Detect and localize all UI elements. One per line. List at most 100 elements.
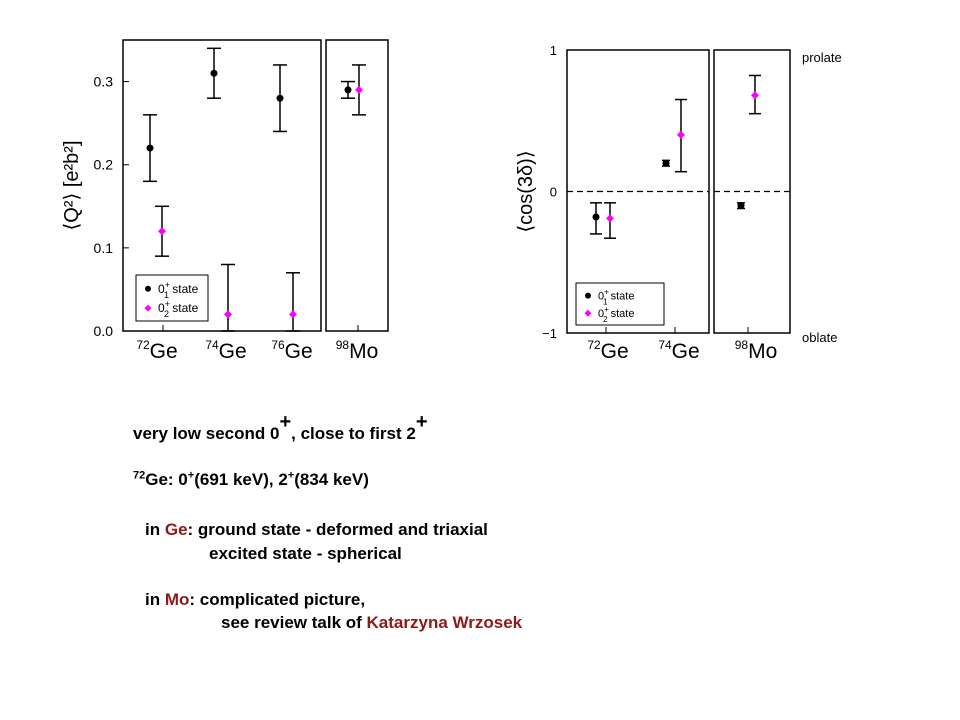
y-tick-label: 0.0 — [94, 323, 114, 339]
text-line2-b: (691 keV), 2 — [194, 470, 288, 489]
element-symbol: Ge — [150, 340, 178, 363]
data-point-state1 — [146, 144, 154, 152]
sup-plus: + — [287, 469, 295, 482]
legend-label: 0+ 2 state — [598, 305, 634, 324]
data-point-state2 — [158, 227, 166, 236]
author-name: Katarzyna Wrzosek — [366, 613, 523, 632]
y-tick-label: 0.3 — [94, 74, 114, 90]
text-mo-review: see review talk of Katarzyna Wrzosek — [221, 613, 522, 633]
text-in: in — [145, 520, 165, 539]
category-label: 74Ge — [658, 338, 699, 363]
q2-chart: 0.00.10.20.3⟨Q²⟩ [e²b²]72Ge 74Ge 76Ge 98Mo0… — [61, 39, 389, 363]
y-tick-label: 0 — [550, 185, 557, 200]
element-symbol: Ge — [601, 340, 629, 363]
text-in: in — [145, 590, 165, 609]
category-label: 72Ge — [587, 338, 628, 363]
text-line2-a: Ge: 0 — [145, 470, 188, 489]
text-ge-rest: : ground state - deformed and triaxial — [187, 520, 488, 539]
element-symbol: Ge — [219, 340, 247, 363]
data-point-state2 — [224, 310, 232, 319]
category-label: 72Ge — [136, 338, 177, 363]
sup-plus: + — [187, 469, 195, 482]
text-line2-c: (834 keV) — [294, 470, 369, 489]
legend-plus: + — [604, 305, 609, 314]
legend-marker-state1 — [145, 285, 151, 292]
prolate-label: prolate — [802, 50, 842, 65]
legend-plus: + — [165, 299, 170, 309]
text-line-low-second: very low second 0+, close to first 2+ — [133, 412, 428, 444]
text-line1-a: very low second 0 — [133, 424, 280, 443]
mass-number: 72 — [136, 338, 150, 352]
sup-plus: + — [415, 411, 428, 434]
legend-zero: 0 — [598, 308, 604, 320]
oblate-label: oblate — [802, 330, 837, 345]
legend-zero: 0 — [158, 301, 165, 315]
legend-marker-state1 — [585, 292, 591, 299]
legend-sub: 2 — [164, 309, 169, 319]
category-label: 76Ge — [271, 338, 312, 363]
y-tick-label: 0.1 — [94, 240, 114, 256]
highlight-mo: Mo — [164, 590, 190, 609]
text-mo-rest: : complicated picture, — [189, 590, 366, 609]
text-ge-excited: excited state - spherical — [209, 544, 402, 564]
data-point-state1 — [210, 69, 218, 77]
element-symbol: Mo — [349, 340, 378, 363]
mass-number: 74 — [658, 338, 672, 352]
data-point-state2 — [677, 130, 685, 139]
data-point-state2 — [606, 214, 614, 223]
legend-text: state — [169, 282, 199, 296]
text-review: see review talk of — [221, 613, 367, 632]
data-point-state1 — [276, 94, 284, 102]
data-point-state1 — [344, 86, 352, 94]
sup-plus: + — [279, 411, 292, 434]
legend-box — [575, 282, 665, 326]
mass-number: 72 — [133, 469, 146, 482]
category-label: 98Mo — [336, 338, 379, 363]
legend-zero: 0 — [158, 282, 165, 296]
data-point-state2 — [289, 310, 297, 319]
mass-number: 72 — [587, 338, 601, 352]
legend-plus: + — [604, 288, 609, 297]
legend-label: 0+ 2 state — [158, 299, 199, 319]
legend-marker-state2 — [584, 309, 592, 317]
legend-marker-state2 — [144, 304, 152, 312]
legend-label: 0+ 1 state — [598, 288, 634, 307]
highlight-ge: Ge — [164, 520, 188, 539]
element-symbol: Ge — [672, 340, 700, 363]
mass-number: 98 — [735, 338, 749, 352]
mass-number: 74 — [205, 338, 219, 352]
text-line1-b: , close to first 2 — [291, 424, 416, 443]
text-line-72ge: 72Ge: 0+(691 keV), 2+(834 keV) — [133, 470, 369, 490]
legend-text: state — [608, 308, 635, 320]
text-mo: in Mo: complicated picture, — [145, 590, 365, 610]
data-point-state1 — [592, 213, 600, 221]
legend-text: state — [608, 291, 635, 303]
data-point-state2 — [355, 85, 363, 94]
text-ge-ground: in Ge: ground state - deformed and triax… — [145, 520, 488, 540]
figure-area: 0.00.10.20.3⟨Q²⟩ [e²b²]72Ge 74Ge 76Ge 98Mo0… — [61, 39, 842, 363]
y-tick-label: 0.2 — [94, 157, 114, 173]
legend-plus: + — [165, 280, 170, 290]
data-point-state2 — [751, 91, 759, 100]
category-label: 74Ge — [205, 338, 246, 363]
y-axis-label: ⟨cos(3δ)⟩ — [515, 150, 537, 232]
legend-box — [135, 274, 209, 322]
y-tick-label: −1 — [542, 326, 557, 341]
legend-text: state — [169, 301, 199, 315]
element-symbol: Mo — [748, 340, 777, 363]
legend-label: 0+ 1 state — [158, 280, 199, 300]
data-point-state1 — [662, 159, 670, 167]
legend-zero: 0 — [598, 291, 604, 303]
mass-number: 76 — [271, 338, 285, 352]
legend-sub: 1 — [164, 290, 169, 300]
panel-mo — [325, 39, 389, 332]
y-tick-label: 1 — [550, 43, 557, 58]
y-axis-label: ⟨Q²⟩ [e²b²] — [61, 140, 83, 230]
legend-sub: 1 — [603, 298, 608, 307]
element-symbol: Ge — [285, 340, 313, 363]
category-label: 98Mo — [735, 338, 778, 363]
data-point-state1 — [737, 202, 745, 210]
text-ge-line2: excited state - spherical — [209, 544, 402, 563]
legend-sub: 2 — [603, 315, 608, 324]
